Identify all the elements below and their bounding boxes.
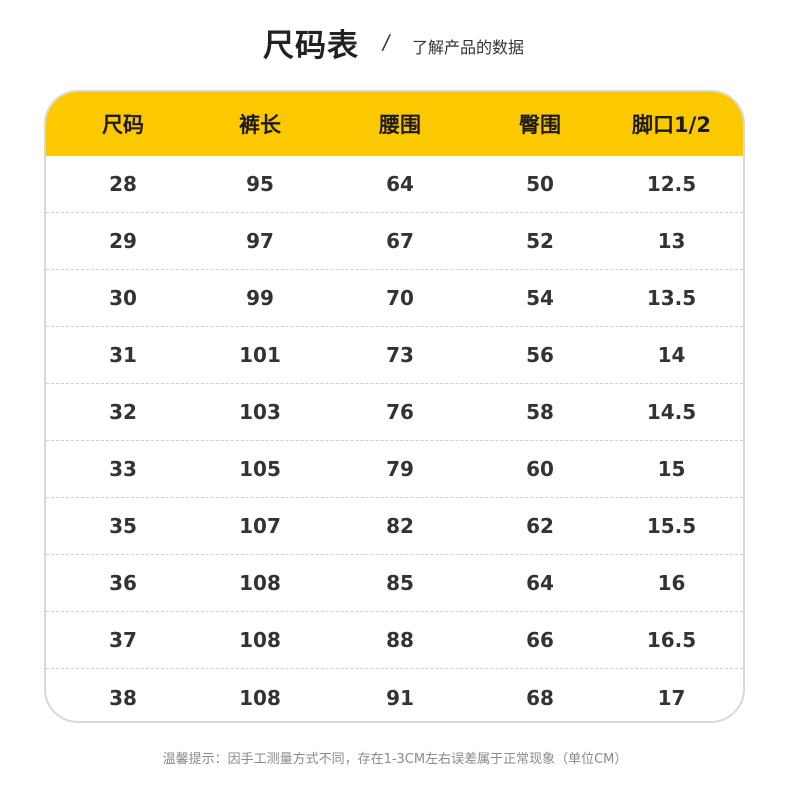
cell-length: 101 — [239, 343, 281, 367]
cell-size: 31 — [109, 343, 137, 367]
cell-length: 95 — [246, 172, 274, 196]
cell-length: 108 — [239, 628, 281, 652]
cell-hip: 58 — [526, 400, 554, 424]
cell-hip: 50 — [526, 172, 554, 196]
cell-length: 108 — [239, 685, 281, 710]
cell-hip: 68 — [526, 685, 554, 710]
cell-waist: 64 — [386, 172, 414, 196]
cell-waist: 79 — [386, 457, 414, 481]
column-header-waist: 腰围 — [379, 113, 421, 137]
title-separator: / — [380, 30, 392, 54]
cell-waist: 85 — [386, 571, 414, 595]
cell-hip: 54 — [526, 286, 554, 310]
cell-length: 99 — [246, 286, 274, 310]
footnote: 温馨提示：因手工测量方式不同，存在1-3CM左右误差属于正常现象（单位CM） — [162, 752, 628, 767]
table-row: 38 108 91 68 17 — [46, 669, 743, 721]
cell-hip: 66 — [526, 628, 554, 652]
cell-size: 29 — [109, 229, 137, 253]
cell-length: 105 — [239, 457, 281, 481]
cell-size: 37 — [109, 628, 137, 652]
cell-size: 28 — [109, 172, 137, 196]
cell-leg-opening: 12.5 — [646, 172, 697, 196]
cell-waist: 76 — [386, 400, 414, 424]
cell-leg-opening: 16 — [657, 571, 686, 595]
column-header-length: 裤长 — [239, 113, 281, 137]
cell-leg-opening: 17 — [657, 685, 686, 710]
table-row: 33 105 79 60 15 — [46, 441, 743, 498]
table-body: 28 95 64 50 12.5 29 97 67 52 13 30 99 70 54 13.5 31 101 7… — [46, 156, 743, 721]
column-header-leg-opening: 脚口1/2 — [632, 113, 711, 137]
cell-size: 38 — [109, 685, 137, 710]
cell-size: 33 — [109, 457, 137, 481]
size-table: 尺码 裤长 腰围 臀围 脚口1/2 28 95 64 50 12.5 29 97 67 52 13… — [44, 90, 745, 723]
cell-hip: 62 — [526, 514, 554, 538]
table-row: 28 95 64 50 12.5 — [46, 156, 743, 213]
page-title: 尺码表 — [263, 28, 359, 64]
cell-size: 32 — [109, 400, 137, 424]
table-row: 35 107 82 62 15.5 — [46, 498, 743, 555]
cell-leg-opening: 13.5 — [646, 286, 697, 310]
cell-waist: 88 — [386, 628, 414, 652]
cell-leg-opening: 14.5 — [646, 400, 697, 424]
cell-waist: 70 — [386, 286, 414, 310]
cell-hip: 64 — [526, 571, 554, 595]
cell-length: 107 — [239, 514, 281, 538]
cell-size: 30 — [109, 286, 137, 310]
cell-length: 108 — [239, 571, 281, 595]
table-row: 30 99 70 54 13.5 — [46, 270, 743, 327]
table-row: 36 108 85 64 16 — [46, 555, 743, 612]
cell-length: 97 — [246, 229, 274, 253]
table-header-row: 尺码 裤长 腰围 臀围 脚口1/2 — [46, 92, 743, 156]
page-header: 尺码表 / 了解产品的数据 — [0, 18, 790, 68]
table-row: 37 108 88 66 16.5 — [46, 612, 743, 669]
cell-size: 36 — [109, 571, 137, 595]
table-row: 31 101 73 56 14 — [46, 327, 743, 384]
table-row: 29 97 67 52 13 — [46, 213, 743, 270]
column-header-hip: 臀围 — [519, 113, 561, 137]
cell-leg-opening: 16.5 — [646, 628, 697, 652]
cell-length: 103 — [239, 400, 281, 424]
cell-leg-opening: 15.5 — [646, 514, 697, 538]
cell-hip: 52 — [526, 229, 554, 253]
cell-leg-opening: 13 — [657, 229, 686, 253]
cell-leg-opening: 15 — [657, 457, 686, 481]
cell-leg-opening: 14 — [657, 343, 686, 367]
cell-hip: 60 — [526, 457, 554, 481]
cell-waist: 73 — [386, 343, 414, 367]
cell-hip: 56 — [526, 343, 554, 367]
table-row: 32 103 76 58 14.5 — [46, 384, 743, 441]
column-header-size: 尺码 — [102, 113, 144, 137]
page-subtitle: 了解产品的数据 — [412, 38, 525, 57]
cell-waist: 82 — [386, 514, 414, 538]
cell-size: 35 — [109, 514, 137, 538]
cell-waist: 67 — [386, 229, 414, 253]
cell-waist: 91 — [386, 685, 414, 710]
